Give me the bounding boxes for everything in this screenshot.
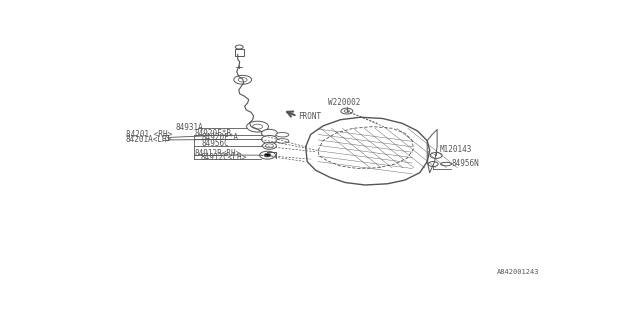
Circle shape — [344, 110, 349, 112]
Circle shape — [428, 162, 438, 166]
Circle shape — [234, 75, 252, 84]
Circle shape — [246, 121, 269, 132]
Text: 84920F*A: 84920F*A — [202, 133, 239, 142]
Circle shape — [262, 129, 277, 137]
Text: FRONT: FRONT — [298, 112, 321, 121]
Text: 84201 <RH>: 84201 <RH> — [125, 131, 172, 140]
Text: M120143: M120143 — [440, 145, 472, 154]
Circle shape — [341, 108, 353, 114]
Circle shape — [238, 77, 247, 82]
Text: 84912B<RH>: 84912B<RH> — [194, 149, 241, 158]
Ellipse shape — [440, 162, 451, 166]
Circle shape — [430, 153, 442, 158]
Ellipse shape — [276, 139, 289, 143]
Text: 84912C<LH>: 84912C<LH> — [200, 153, 246, 162]
Text: A842001243: A842001243 — [497, 269, 539, 276]
FancyBboxPatch shape — [235, 50, 244, 56]
Circle shape — [260, 151, 275, 159]
Circle shape — [236, 45, 243, 49]
Text: 84201A<LH>: 84201A<LH> — [125, 135, 172, 144]
Text: 84920F*B: 84920F*B — [194, 129, 231, 138]
Circle shape — [264, 154, 271, 157]
Ellipse shape — [276, 132, 289, 137]
Circle shape — [262, 142, 276, 149]
Text: 84956N: 84956N — [452, 159, 480, 168]
Text: 84956C: 84956C — [202, 139, 229, 148]
Circle shape — [262, 135, 277, 143]
Text: 84931A: 84931A — [175, 123, 203, 132]
Circle shape — [253, 124, 262, 129]
Text: W220002: W220002 — [328, 98, 360, 107]
Circle shape — [266, 144, 273, 148]
